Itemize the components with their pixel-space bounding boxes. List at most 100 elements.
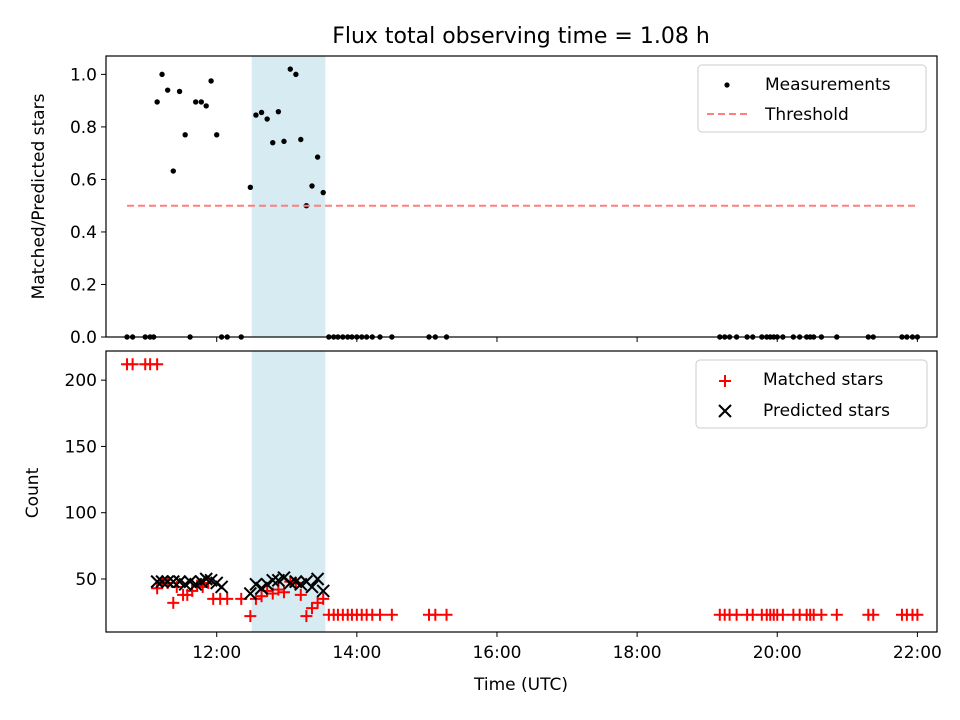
data-point xyxy=(287,66,293,72)
data-point xyxy=(151,358,164,371)
y-tick-label: 150 xyxy=(65,437,97,457)
data-point xyxy=(249,577,263,591)
data-point xyxy=(309,183,315,189)
data-point xyxy=(373,608,386,621)
data-point xyxy=(429,608,442,621)
data-point xyxy=(830,608,843,621)
y-tick-label: 0.0 xyxy=(70,328,97,348)
bottom-legend-box xyxy=(695,359,928,429)
legend-label-matched-stars: Matched stars xyxy=(763,370,883,390)
data-point xyxy=(166,574,180,589)
data-point xyxy=(155,574,169,589)
data-point xyxy=(300,610,313,623)
data-point xyxy=(192,99,199,105)
data-point xyxy=(160,574,175,589)
x-tick-label: 18:00 xyxy=(613,643,662,663)
data-point xyxy=(266,573,280,588)
top-axes-frame xyxy=(105,55,938,338)
x-tick-label: 16:00 xyxy=(472,643,521,663)
y-tick-label: 0.4 xyxy=(70,223,97,243)
data-point xyxy=(305,602,318,615)
x-tick-label: 22:00 xyxy=(893,643,942,663)
data-point xyxy=(270,139,276,146)
data-point xyxy=(385,608,398,621)
data-point xyxy=(730,608,743,621)
data-point xyxy=(867,608,880,621)
data-point xyxy=(316,584,330,598)
data-point xyxy=(199,572,213,586)
data-point xyxy=(221,592,234,605)
data-point xyxy=(170,168,176,174)
data-point xyxy=(281,138,287,145)
y-tick-label: 100 xyxy=(65,504,97,524)
data-point xyxy=(243,586,258,601)
bottom-y-axis-label: Count xyxy=(23,467,43,518)
legend-marker-measurements xyxy=(724,82,730,88)
top-span-layer xyxy=(251,56,326,337)
chart-title: Flux total observing time = 1.08 h xyxy=(332,24,710,49)
y-tick-label: 0.8 xyxy=(70,118,97,138)
data-point xyxy=(294,588,307,601)
bottom-legend: Matched stars Predicted stars xyxy=(695,359,928,429)
y-tick-label: 50 xyxy=(75,570,97,590)
top-highlight-span xyxy=(251,56,326,337)
data-point xyxy=(258,109,265,116)
data-point xyxy=(247,184,254,191)
data-point xyxy=(150,574,164,589)
data-point xyxy=(314,154,321,160)
x-tick-label: 14:00 xyxy=(332,643,381,663)
y-tick-label: 0.6 xyxy=(70,170,97,190)
top-panel: 0.0 0.2 0.4 0.6 0.8 1.0 Matched/Predicted sta… xyxy=(29,55,938,348)
legend-label-threshold: Threshold xyxy=(764,105,849,125)
data-point xyxy=(214,580,229,594)
bottom-x-axis-label: Time (UTC) xyxy=(473,675,568,695)
data-point xyxy=(275,108,282,115)
series-predicted-stars xyxy=(150,570,330,601)
data-point xyxy=(260,577,274,591)
data-point xyxy=(214,132,220,138)
data-point xyxy=(255,590,268,603)
data-point xyxy=(151,582,164,595)
data-point xyxy=(911,608,924,621)
legend-marker-matched-stars xyxy=(719,375,731,387)
x-tick-label: 12:00 xyxy=(192,643,241,663)
bottom-tick-layer: 50 100 150 200 12:00 14:00 16:00 18:00 20:00 22:0… xyxy=(65,371,942,663)
data-point xyxy=(305,580,319,594)
y-tick-label: 200 xyxy=(65,371,97,391)
top-legend-box xyxy=(697,64,927,133)
data-point xyxy=(317,592,330,605)
y-tick-label: 0.2 xyxy=(70,275,97,295)
legend-label-measurements: Measurements xyxy=(765,75,891,95)
top-tick-layer: 0.0 0.2 0.4 0.6 0.8 1.0 xyxy=(70,65,918,348)
top-legend: Measurements Threshold xyxy=(697,64,927,133)
y-tick-label: 1.0 xyxy=(70,65,97,85)
data-point xyxy=(310,572,325,586)
bottom-panel: 50 100 150 200 12:00 14:00 16:00 18:00 20:00 22:0… xyxy=(23,350,942,695)
data-point xyxy=(126,358,139,371)
legend-label-predicted-stars: Predicted stars xyxy=(763,401,890,421)
top-y-axis-label: Matched/Predicted stars xyxy=(29,93,49,299)
data-point xyxy=(176,88,183,95)
bottom-axes-frame xyxy=(105,350,938,633)
data-point xyxy=(167,596,180,609)
data-point xyxy=(776,608,789,621)
data-point xyxy=(159,71,165,78)
data-point xyxy=(254,581,269,595)
data-point xyxy=(293,71,299,78)
data-point xyxy=(208,78,214,84)
data-point xyxy=(264,116,270,122)
data-point xyxy=(203,103,209,109)
data-point xyxy=(298,136,304,143)
bottom-plot-layer xyxy=(121,358,924,623)
data-point xyxy=(440,608,453,621)
data-point xyxy=(198,99,204,105)
data-point xyxy=(182,132,188,138)
data-point xyxy=(320,189,326,196)
legend-marker-predicted-stars xyxy=(718,404,732,418)
x-tick-label: 20:00 xyxy=(753,643,802,663)
data-point xyxy=(244,610,257,623)
data-point xyxy=(815,608,828,621)
data-point xyxy=(253,112,259,118)
data-point xyxy=(154,99,160,105)
